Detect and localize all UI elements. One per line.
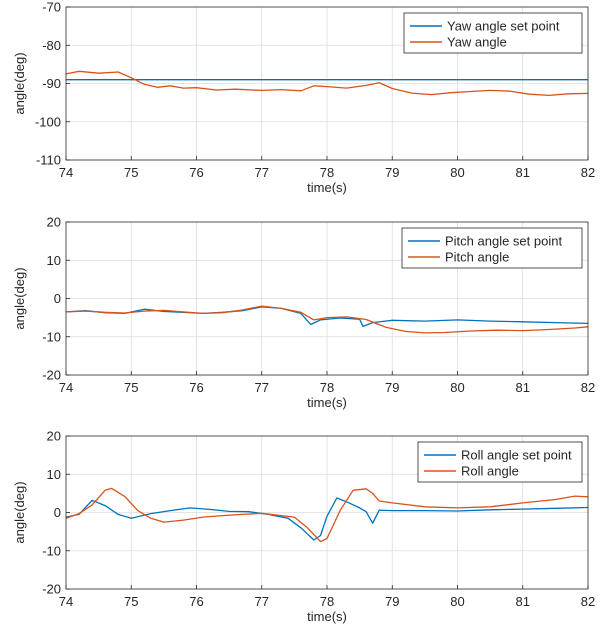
x-tick-label: 78 bbox=[320, 380, 334, 395]
y-tick-label: -110 bbox=[36, 153, 61, 168]
x-tick-label: 82 bbox=[581, 594, 595, 609]
y-tick-label: 20 bbox=[47, 215, 61, 230]
x-tick-label: 75 bbox=[124, 594, 138, 609]
chart-panel-3: 74 75 76 77 78 79 80 81 82 -20 -10 0 10 20 time(s) angl… bbox=[12, 429, 595, 625]
x-tick-label: 77 bbox=[255, 594, 269, 609]
y-tick-label: 20 bbox=[47, 429, 61, 444]
y-tick-label: -100 bbox=[35, 114, 61, 129]
x-tick-label: 74 bbox=[59, 380, 73, 395]
legend-label: Pitch angle set point bbox=[445, 234, 562, 249]
y-tick-label: -80 bbox=[42, 38, 61, 53]
series-line-actual bbox=[65, 305, 589, 334]
x-tick-label: 76 bbox=[189, 165, 203, 180]
x-axis-label: time(s) bbox=[307, 180, 347, 195]
x-axis-label: time(s) bbox=[307, 609, 347, 624]
x-tick-label: 81 bbox=[516, 380, 530, 395]
legend-label: Yaw angle set point bbox=[447, 19, 560, 34]
x-tick-label: 76 bbox=[189, 594, 203, 609]
legend-label: Pitch angle bbox=[445, 250, 509, 265]
x-tick-label: 78 bbox=[320, 594, 334, 609]
x-tick-label: 79 bbox=[385, 165, 399, 180]
x-tick-label: 81 bbox=[516, 594, 530, 609]
x-tick-label: 82 bbox=[581, 380, 595, 395]
x-axis-label: time(s) bbox=[307, 395, 347, 410]
x-tick-label: 79 bbox=[385, 594, 399, 609]
x-tick-label: 81 bbox=[516, 165, 530, 180]
x-tick-label: 75 bbox=[124, 380, 138, 395]
y-tick-label: 10 bbox=[47, 467, 61, 482]
x-tick-label: 80 bbox=[450, 380, 464, 395]
x-tick-label: 75 bbox=[124, 165, 138, 180]
series-line-actual bbox=[65, 487, 589, 543]
chart-panel-2: 74 75 76 77 78 79 80 81 82 -20 -10 0 10 20 time(s) angl… bbox=[12, 215, 595, 411]
x-tick-label: 78 bbox=[320, 165, 334, 180]
legend-box bbox=[401, 227, 583, 269]
y-axis-label: angle(deg) bbox=[12, 52, 27, 114]
y-tick-label: 0 bbox=[54, 291, 61, 306]
chart-panel-1: 74 75 76 77 78 79 80 81 82 -110 -100 -90 -80 -70 time(… bbox=[12, 0, 595, 195]
y-tick-label: -20 bbox=[42, 582, 61, 597]
x-tick-label: 77 bbox=[255, 380, 269, 395]
y-axis-label: angle(deg) bbox=[12, 481, 27, 543]
y-tick-label: 10 bbox=[47, 253, 61, 268]
x-tick-label: 77 bbox=[255, 165, 269, 180]
legend-box bbox=[417, 441, 583, 483]
x-tick-label: 80 bbox=[450, 594, 464, 609]
legend-box bbox=[403, 12, 583, 54]
legend-label: Roll angle bbox=[461, 464, 519, 479]
x-tick-label: 76 bbox=[189, 380, 203, 395]
y-tick-label: -10 bbox=[42, 329, 61, 344]
x-tick-label: 79 bbox=[385, 380, 399, 395]
y-tick-label: -10 bbox=[42, 543, 61, 558]
x-tick-label: 74 bbox=[59, 594, 73, 609]
legend-label: Yaw angle bbox=[447, 35, 507, 50]
series-line-set-point bbox=[65, 497, 589, 541]
legend-label: Roll angle set point bbox=[461, 448, 572, 463]
y-tick-label: -70 bbox=[42, 0, 61, 15]
y-tick-label: 0 bbox=[54, 505, 61, 520]
series-line-actual bbox=[65, 70, 589, 97]
x-tick-label: 82 bbox=[581, 165, 595, 180]
x-tick-label: 80 bbox=[450, 165, 464, 180]
series-line-set-point bbox=[65, 306, 589, 328]
x-tick-label: 74 bbox=[59, 165, 73, 180]
y-axis-label: angle(deg) bbox=[12, 267, 27, 329]
y-tick-label: -90 bbox=[42, 76, 61, 91]
y-tick-label: -20 bbox=[42, 368, 61, 383]
